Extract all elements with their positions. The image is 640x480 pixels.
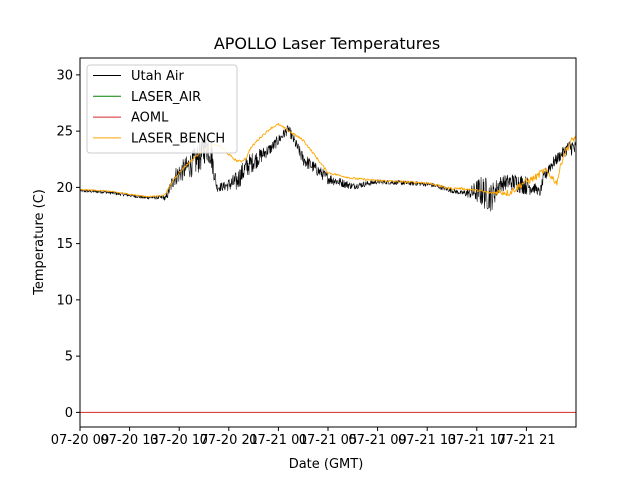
y-axis-label: Temperature (C): [32, 189, 47, 296]
x-tick-label: 07-20 13: [100, 433, 158, 448]
legend: Utah Air LASER_AIR AOML LASER_BENCH: [86, 64, 238, 154]
y-tick-label: 25: [56, 125, 73, 140]
x-tick-label: 07-21 13: [398, 433, 456, 448]
series-line-utah-air: [79, 125, 577, 212]
x-tick-label: 07-21 17: [448, 433, 506, 448]
legend-label: Utah Air: [131, 69, 184, 84]
y-tick-label: 10: [56, 293, 73, 308]
x-tick-label: 07-21 05: [299, 433, 357, 448]
x-tick-label: 07-20 21: [200, 433, 258, 448]
legend-label: LASER_AIR: [131, 90, 201, 105]
legend-box: [86, 64, 238, 154]
x-tick-label: 07-20 17: [150, 433, 208, 448]
x-axis-label: Date (GMT): [289, 457, 364, 472]
y-tick-label: 20: [56, 181, 73, 196]
legend-label: LASER_BENCH: [131, 131, 225, 146]
series-line-laser-bench: [79, 122, 577, 198]
x-tick-label: 07-20 09: [51, 433, 109, 448]
series-layer: [79, 122, 577, 413]
x-tick-label: 07-21 21: [497, 433, 555, 448]
chart-title: APOLLO Laser Temperatures: [214, 34, 440, 53]
y-tick-label: 30: [56, 68, 73, 83]
y-tick-label: 0: [65, 406, 73, 421]
y-tick-label: 5: [65, 350, 73, 365]
legend-label: AOML: [131, 111, 169, 126]
y-axis: 0 5 10 15 20 25 30: [56, 68, 80, 421]
y-tick-label: 15: [56, 237, 73, 252]
x-tick-label: 07-21 01: [249, 433, 307, 448]
x-tick-label: 07-21 09: [348, 433, 406, 448]
